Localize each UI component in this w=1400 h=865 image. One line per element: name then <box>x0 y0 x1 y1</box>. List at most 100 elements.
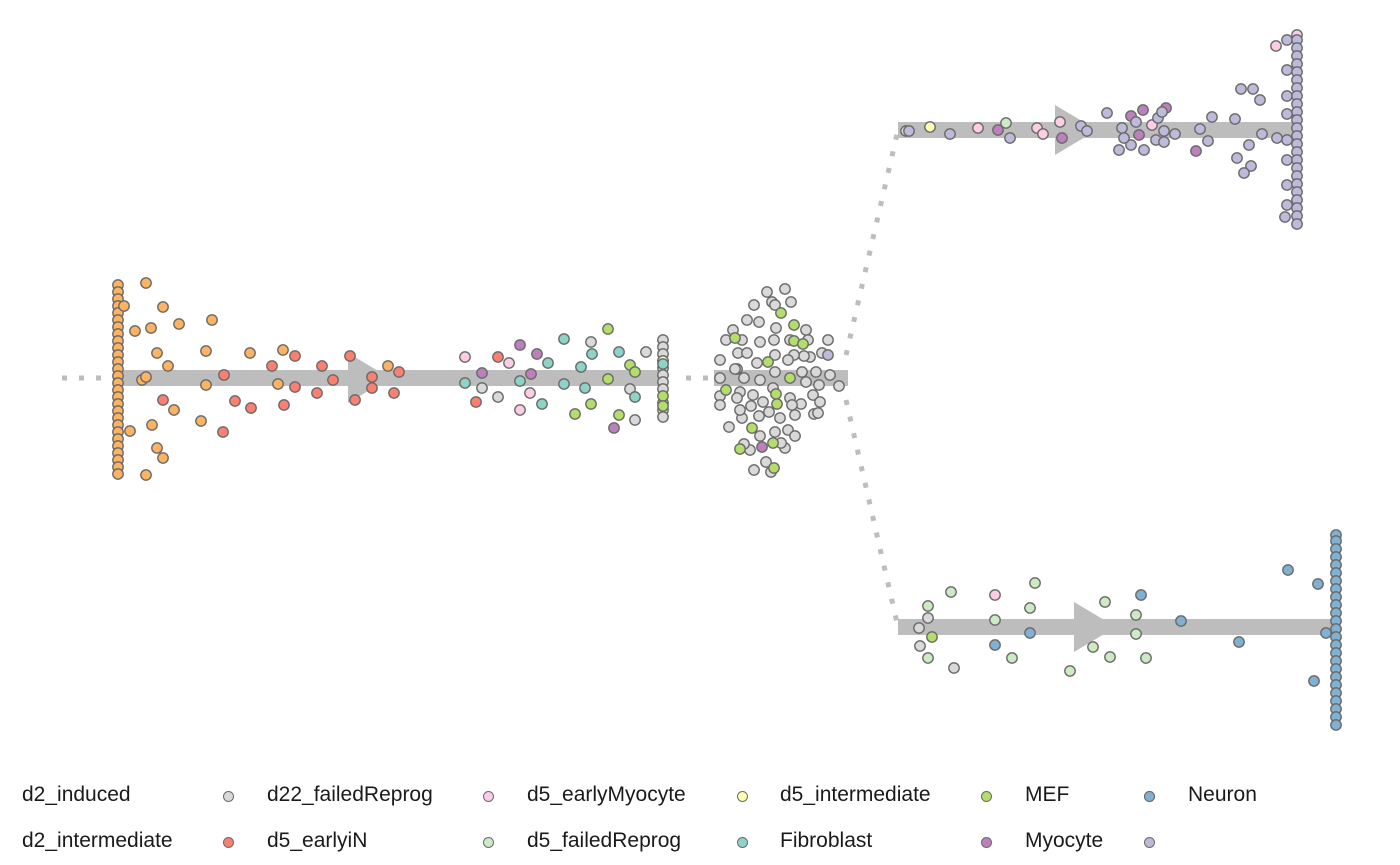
data-point <box>1282 135 1292 145</box>
data-point <box>780 284 790 294</box>
data-point <box>609 423 619 433</box>
data-point <box>748 390 758 400</box>
data-point <box>367 372 377 382</box>
data-point <box>471 397 481 407</box>
data-point <box>754 317 764 327</box>
data-point <box>515 340 525 350</box>
data-point <box>763 357 773 367</box>
data-point <box>1244 140 1254 150</box>
data-point <box>525 388 535 398</box>
data-point <box>350 395 360 405</box>
data-point <box>811 367 821 377</box>
data-point <box>742 315 752 325</box>
data-point <box>367 383 377 393</box>
data-point <box>1134 130 1144 140</box>
data-point <box>207 315 217 325</box>
data-point <box>158 302 168 312</box>
data-point <box>990 615 1000 625</box>
data-point <box>532 349 542 359</box>
data-point <box>658 412 668 422</box>
data-point <box>783 355 793 365</box>
data-point <box>163 361 173 371</box>
data-point <box>758 397 768 407</box>
data-point <box>990 640 1000 650</box>
legend-label: d2_intermediate <box>22 829 173 853</box>
data-point <box>219 370 229 380</box>
data-point <box>1114 145 1124 155</box>
data-point <box>742 348 752 358</box>
data-point <box>119 301 129 311</box>
data-point <box>1159 137 1169 147</box>
data-point <box>290 351 300 361</box>
data-point <box>945 129 955 139</box>
data-point <box>747 423 757 433</box>
data-point <box>768 438 778 448</box>
data-point <box>218 427 228 437</box>
legend-label: Fibroblast <box>780 829 872 853</box>
data-point <box>730 364 740 374</box>
data-point <box>658 359 668 369</box>
data-point <box>1248 84 1258 94</box>
legend-label: Myocyte <box>1025 829 1103 853</box>
data-point <box>146 323 156 333</box>
legend-swatch <box>483 837 494 848</box>
legend-label: MEF <box>1025 783 1069 807</box>
data-point <box>290 382 300 392</box>
data-point <box>1157 107 1167 117</box>
data-point <box>141 372 151 382</box>
data-point <box>1100 597 1110 607</box>
data-point <box>1131 610 1141 620</box>
data-point <box>732 393 742 403</box>
data-point <box>1282 35 1292 45</box>
data-point <box>1230 114 1240 124</box>
data-point <box>1131 117 1141 127</box>
data-point <box>1102 108 1112 118</box>
data-point <box>543 358 553 368</box>
legend-label: Neuron <box>1188 783 1257 807</box>
data-point <box>923 601 933 611</box>
data-point <box>787 400 797 410</box>
data-point <box>383 361 393 371</box>
data-point <box>1159 126 1169 136</box>
legend-swatch <box>483 791 494 802</box>
data-point <box>158 453 168 463</box>
data-point <box>1005 133 1015 143</box>
data-point <box>267 361 277 371</box>
data-point <box>1292 219 1302 229</box>
data-point <box>790 410 800 420</box>
data-point <box>1176 616 1186 626</box>
data-point <box>658 401 668 411</box>
data-point <box>1282 200 1292 210</box>
data-point <box>749 300 759 310</box>
legend-swatch <box>223 837 234 848</box>
data-point <box>1232 153 1242 163</box>
data-point <box>1195 124 1205 134</box>
data-point <box>559 379 569 389</box>
data-point <box>771 323 781 333</box>
data-point <box>196 416 206 426</box>
data-point <box>658 391 668 401</box>
data-point <box>715 400 725 410</box>
dotted-connector <box>846 400 898 627</box>
data-point <box>834 381 844 391</box>
data-point <box>770 427 780 437</box>
data-point <box>914 623 924 633</box>
data-point <box>813 408 823 418</box>
data-point <box>814 380 824 390</box>
data-point <box>174 319 184 329</box>
data-point <box>245 348 255 358</box>
legend-swatch <box>737 837 748 848</box>
data-point <box>764 407 774 417</box>
data-point <box>328 375 338 385</box>
data-point <box>973 123 983 133</box>
data-point <box>770 367 780 377</box>
data-point <box>1282 109 1292 119</box>
data-point <box>915 641 925 651</box>
data-point <box>769 463 779 473</box>
data-point <box>1038 129 1048 139</box>
data-point <box>823 335 833 345</box>
data-point <box>169 405 179 415</box>
data-point <box>147 420 157 430</box>
data-point <box>801 325 811 335</box>
data-point <box>586 337 596 347</box>
